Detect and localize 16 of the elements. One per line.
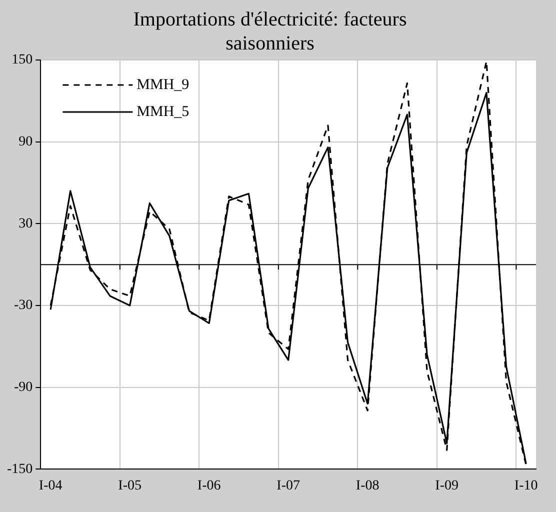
chart-title: Importations d'électricité: facteurs saisonniers [133,8,407,54]
x-tick-label: I-06 [197,478,221,494]
x-tick-label: I-04 [38,478,62,494]
x-tick-label: I-05 [118,478,142,494]
x-tick-label: I-09 [435,478,459,494]
y-tick-label: -30 [14,298,33,314]
y-tick-label: -150 [6,462,33,477]
x-tick-label: I-08 [356,478,380,494]
y-tick-label: 30 [18,216,33,232]
y-tick-label: -90 [14,380,33,396]
legend-label: MMH_9 [136,76,190,93]
y-tick-label: 90 [18,134,33,150]
x-tick-label: I-10 [514,478,538,494]
y-tick-label: 150 [12,52,33,68]
legend-label: MMH_5 [136,104,190,120]
x-tick-label: I-07 [276,478,300,494]
